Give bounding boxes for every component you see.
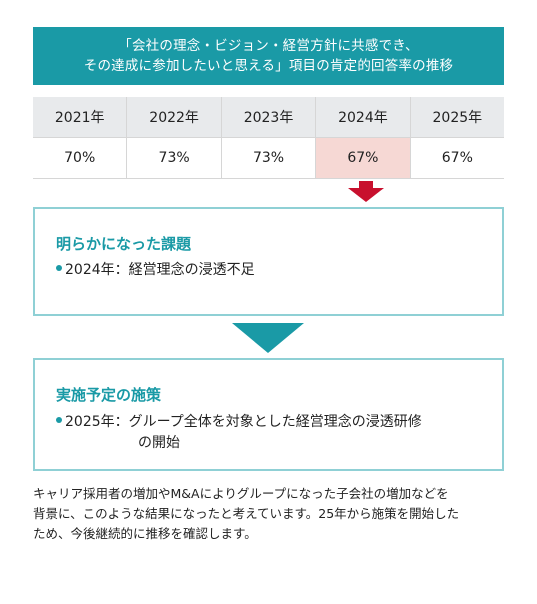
measure-box: 実施予定の施策 2025年：グループ全体を対象とした経営理念の浸透研修 の開始 (33, 358, 504, 471)
issue-item: 2024年：経営理念の浸透不足 (56, 260, 255, 281)
measure-item: 2025年：グループ全体を対象とした経営理念の浸透研修 の開始 (56, 412, 422, 454)
measure-item-line-1: 2025年：グループ全体を対象とした経営理念の浸透研修 (65, 414, 422, 430)
value-row: 70% 73% 73% 67% 67% (33, 138, 505, 179)
rate-table: 2021年 2022年 2023年 2024年 2025年 70% 73% 73… (33, 97, 505, 179)
year-cell: 2022年 (127, 97, 222, 137)
value-cell: 73% (127, 138, 222, 178)
year-cell: 2021年 (33, 97, 128, 137)
issue-title: 明らかになった課題 (56, 235, 192, 253)
header-banner: 「会社の理念・ビジョン・経営方針に共感でき、 その達成に参加したいと思える」項目… (33, 27, 504, 85)
measure-title: 実施予定の施策 (56, 386, 162, 404)
red-down-arrow-icon (348, 181, 384, 202)
year-cell: 2025年 (432, 110, 483, 126)
header-line-2: その達成に参加したいと思える」項目の肯定的回答率の推移 (83, 58, 454, 74)
year-cell: 2023年 (222, 97, 317, 137)
header-line-1: 「会社の理念・ビジョン・経営方針に共感でき、 (118, 38, 419, 54)
measure-item-line-2: の開始 (138, 435, 180, 451)
issue-item-text: 2024年：経営理念の浸透不足 (65, 262, 255, 278)
value-cell-highlighted: 67% (316, 138, 411, 178)
issue-box: 明らかになった課題 2024年：経営理念の浸透不足 (33, 207, 504, 316)
footnote-line-3: ため、今後継続的に推移を確認します。 (33, 526, 257, 541)
bullet-icon (56, 417, 62, 423)
year-row: 2021年 2022年 2023年 2024年 2025年 (33, 97, 504, 138)
footnote: キャリア採用者の増加やM&Aによりグループになった子会社の増加などを 背景に、こ… (33, 484, 508, 544)
value-cell: 70% (33, 138, 128, 178)
value-cell: 67% (410, 138, 505, 178)
teal-down-arrow-icon (232, 323, 304, 353)
footnote-line-1: キャリア採用者の増加やM&Aによりグループになった子会社の増加などを (33, 486, 449, 501)
year-cell: 2024年 (316, 97, 411, 137)
bullet-icon (56, 265, 62, 271)
footnote-line-2: 背景に、このような結果になったと考えています。25年から施策を開始した (33, 506, 460, 521)
value-cell: 73% (221, 138, 317, 178)
